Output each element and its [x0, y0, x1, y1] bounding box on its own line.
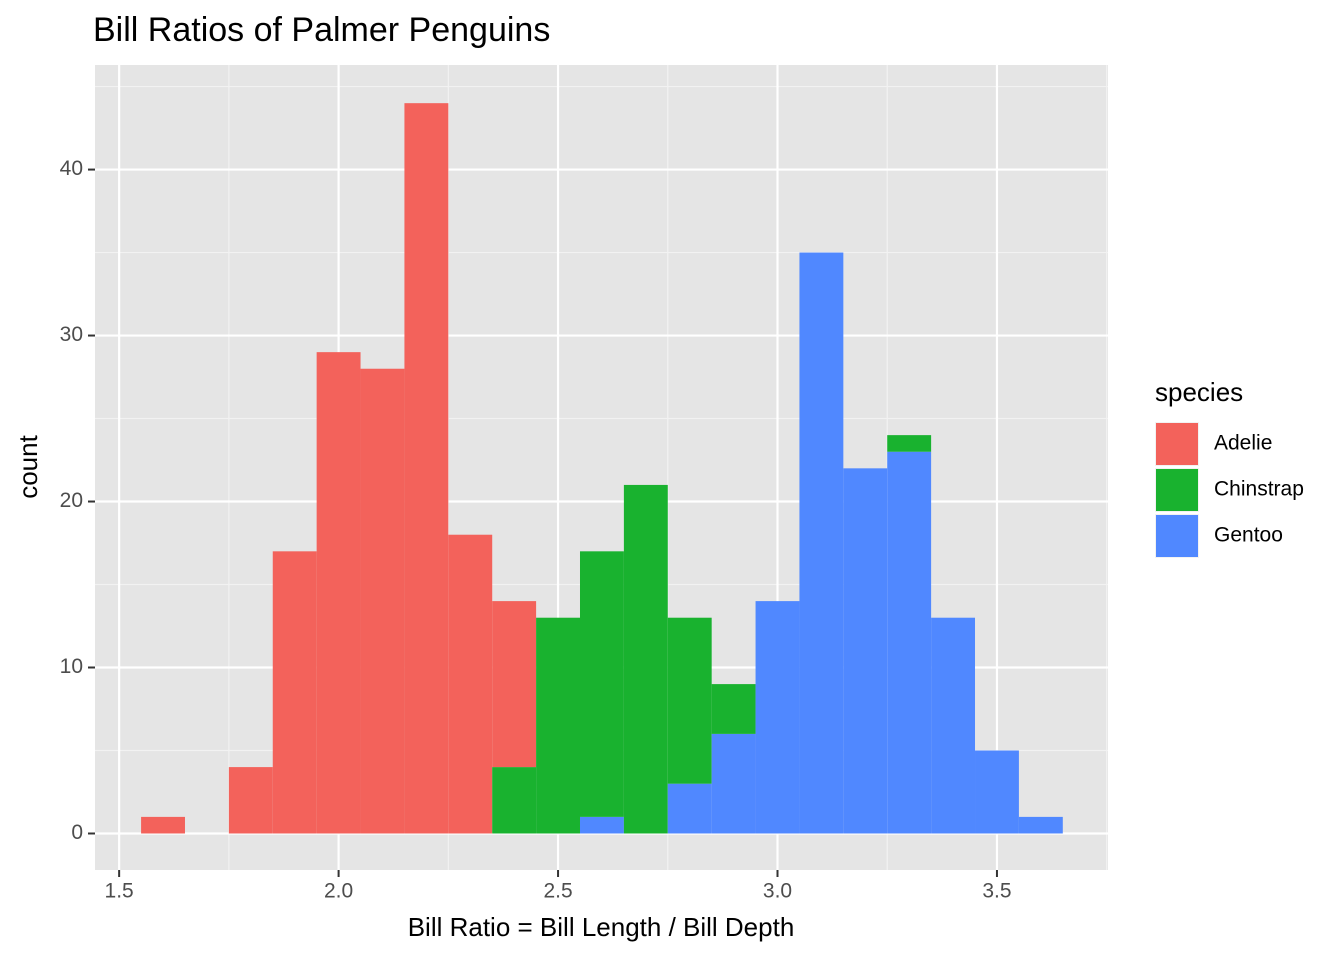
- bar: [448, 534, 493, 834]
- legend-label: Adelie: [1214, 432, 1272, 455]
- x-tick-label: 3.0: [763, 880, 792, 903]
- bar: [887, 451, 932, 834]
- bar: [667, 783, 712, 834]
- legend-swatch: [1156, 469, 1198, 511]
- bar: [711, 684, 756, 734]
- bar: [141, 816, 185, 834]
- y-tick-label: 40: [60, 157, 83, 180]
- bar: [975, 750, 1019, 834]
- legend-swatch: [1156, 515, 1198, 557]
- bar: [404, 103, 449, 834]
- bar: [492, 767, 537, 834]
- bar: [931, 617, 976, 834]
- x-axis-label: Bill Ratio = Bill Length / Bill Depth: [408, 912, 795, 942]
- legend-label: Chinstrap: [1214, 478, 1304, 501]
- chart-title: Bill Ratios of Palmer Penguins: [93, 11, 550, 49]
- bar: [1018, 816, 1063, 834]
- x-tick-label: 2.0: [324, 880, 353, 903]
- y-tick-label: 10: [60, 655, 83, 678]
- x-tick-label: 1.5: [105, 880, 134, 903]
- y-tick-label: 30: [60, 323, 83, 346]
- legend-title: species: [1155, 377, 1243, 407]
- bar: [799, 252, 844, 834]
- x-tick-label: 3.5: [982, 880, 1011, 903]
- bar: [579, 816, 624, 834]
- y-tick-label: 20: [60, 489, 83, 512]
- bar: [711, 733, 756, 834]
- x-tick-label: 2.5: [543, 880, 572, 903]
- bar: [272, 551, 317, 834]
- bar: [316, 352, 361, 834]
- bar: [536, 617, 580, 834]
- bar: [667, 617, 712, 784]
- bar: [360, 368, 405, 834]
- y-axis-label: count: [13, 434, 43, 498]
- legend-label: Gentoo: [1214, 524, 1283, 547]
- bar: [755, 601, 800, 834]
- bar: [579, 551, 624, 817]
- y-tick-label: 0: [71, 821, 83, 844]
- bar: [887, 435, 932, 452]
- bar: [843, 468, 888, 834]
- legend-swatch: [1156, 423, 1198, 465]
- bar: [623, 484, 668, 834]
- bar: [492, 601, 537, 768]
- bar: [228, 767, 273, 834]
